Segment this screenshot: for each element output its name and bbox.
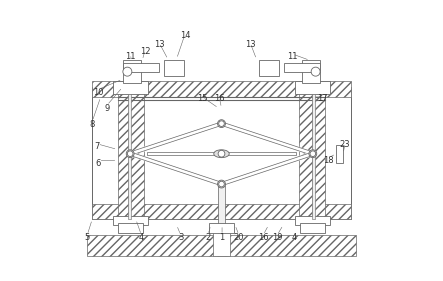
Polygon shape xyxy=(221,152,313,186)
Bar xyxy=(213,233,230,256)
Bar xyxy=(295,216,330,225)
Bar xyxy=(128,94,131,219)
Text: 6: 6 xyxy=(96,159,101,168)
Text: 11: 11 xyxy=(287,52,298,61)
Text: 4: 4 xyxy=(139,233,144,242)
Circle shape xyxy=(311,67,320,76)
Text: 9: 9 xyxy=(104,104,109,113)
Bar xyxy=(260,60,279,76)
Text: 19: 19 xyxy=(272,233,282,242)
Circle shape xyxy=(219,181,224,187)
Text: 7: 7 xyxy=(95,142,100,151)
Text: 14: 14 xyxy=(180,31,190,40)
Text: 3: 3 xyxy=(178,233,183,242)
Bar xyxy=(300,223,326,233)
Text: 2: 2 xyxy=(206,233,210,242)
Text: 4: 4 xyxy=(292,233,297,242)
Bar xyxy=(299,81,326,219)
Text: 16: 16 xyxy=(214,94,225,103)
Text: 11: 11 xyxy=(125,52,136,61)
Circle shape xyxy=(123,67,132,76)
Bar xyxy=(284,63,320,72)
Circle shape xyxy=(218,120,225,128)
Text: 17: 17 xyxy=(317,94,327,103)
Circle shape xyxy=(126,150,134,158)
Text: 23: 23 xyxy=(340,140,350,149)
Bar xyxy=(113,81,148,94)
Bar xyxy=(164,60,183,76)
Bar xyxy=(295,81,330,94)
Circle shape xyxy=(128,151,133,157)
Text: 1: 1 xyxy=(219,233,225,242)
Circle shape xyxy=(218,150,225,157)
Bar xyxy=(92,87,351,219)
Bar xyxy=(123,63,159,72)
Circle shape xyxy=(218,180,225,188)
Bar xyxy=(92,204,351,219)
Bar xyxy=(302,60,320,83)
Bar xyxy=(312,94,315,219)
Text: 10: 10 xyxy=(93,88,104,97)
Polygon shape xyxy=(130,122,222,155)
Bar xyxy=(123,60,141,83)
Text: 13: 13 xyxy=(245,40,256,49)
Bar xyxy=(113,216,148,225)
Ellipse shape xyxy=(214,150,229,158)
Circle shape xyxy=(219,121,224,126)
Bar xyxy=(218,184,225,256)
Bar xyxy=(336,145,343,163)
Bar xyxy=(209,223,234,233)
Text: 18: 18 xyxy=(323,156,334,165)
Circle shape xyxy=(309,150,317,158)
Text: 20: 20 xyxy=(233,233,244,242)
Polygon shape xyxy=(221,122,313,155)
Polygon shape xyxy=(130,152,222,186)
Text: 13: 13 xyxy=(154,40,164,49)
Text: 5: 5 xyxy=(85,233,90,242)
Text: 15: 15 xyxy=(197,94,208,103)
Bar xyxy=(87,235,356,256)
Bar xyxy=(92,81,351,97)
Text: 12: 12 xyxy=(140,47,150,56)
Bar xyxy=(117,81,144,219)
Text: 16: 16 xyxy=(258,233,268,242)
Circle shape xyxy=(310,151,315,157)
Bar xyxy=(117,223,143,233)
Polygon shape xyxy=(222,152,296,155)
Text: 8: 8 xyxy=(89,120,95,129)
Polygon shape xyxy=(147,152,222,155)
